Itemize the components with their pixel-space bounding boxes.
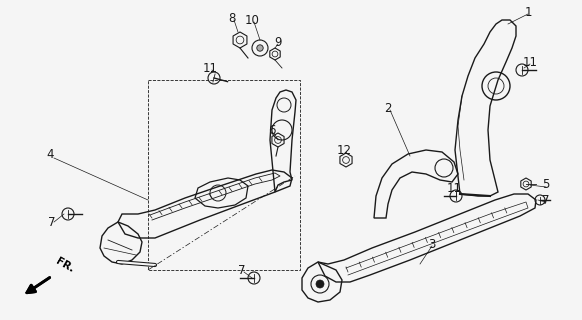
Text: 3: 3 bbox=[428, 237, 436, 251]
Text: 7: 7 bbox=[542, 194, 550, 206]
Circle shape bbox=[257, 45, 263, 51]
Text: 7: 7 bbox=[48, 215, 56, 228]
Text: 11: 11 bbox=[523, 55, 538, 68]
Text: FR.: FR. bbox=[54, 256, 76, 274]
Text: 9: 9 bbox=[274, 36, 282, 49]
Text: 12: 12 bbox=[336, 143, 352, 156]
Circle shape bbox=[316, 280, 324, 288]
Text: 4: 4 bbox=[46, 148, 54, 162]
Text: 1: 1 bbox=[524, 5, 532, 19]
Text: 7: 7 bbox=[238, 263, 246, 276]
FancyArrowPatch shape bbox=[27, 277, 49, 293]
Text: 5: 5 bbox=[542, 179, 549, 191]
Text: 11: 11 bbox=[446, 181, 462, 195]
Text: 10: 10 bbox=[244, 13, 260, 27]
Text: 6: 6 bbox=[268, 124, 276, 137]
Text: 2: 2 bbox=[384, 101, 392, 115]
Text: 11: 11 bbox=[203, 61, 218, 75]
Text: 8: 8 bbox=[228, 12, 236, 25]
